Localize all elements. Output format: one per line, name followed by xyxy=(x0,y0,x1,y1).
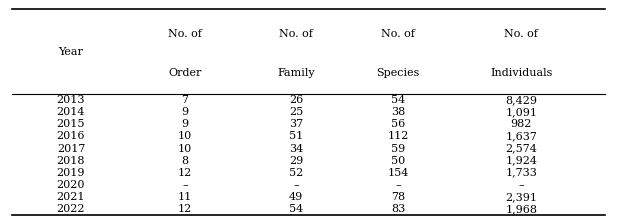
Text: 50: 50 xyxy=(391,156,405,166)
Text: No. of: No. of xyxy=(505,30,538,39)
Text: 2019: 2019 xyxy=(57,168,85,178)
Text: 8: 8 xyxy=(181,156,189,166)
Text: 154: 154 xyxy=(387,168,408,178)
Text: No. of: No. of xyxy=(381,30,415,39)
Text: No. of: No. of xyxy=(168,30,202,39)
Text: 83: 83 xyxy=(391,204,405,214)
Text: 1,968: 1,968 xyxy=(505,204,537,214)
Text: 54: 54 xyxy=(391,95,405,105)
Text: 112: 112 xyxy=(387,131,408,141)
Text: 1,733: 1,733 xyxy=(505,168,537,178)
Text: 11: 11 xyxy=(178,192,193,202)
Text: 56: 56 xyxy=(391,119,405,129)
Text: 9: 9 xyxy=(181,119,189,129)
Text: Family: Family xyxy=(278,68,315,78)
Text: 2,574: 2,574 xyxy=(505,144,537,153)
Text: 2022: 2022 xyxy=(57,204,85,214)
Text: 52: 52 xyxy=(289,168,304,178)
Text: 59: 59 xyxy=(391,144,405,153)
Text: –: – xyxy=(293,180,299,190)
Text: –: – xyxy=(395,180,401,190)
Text: 7: 7 xyxy=(181,95,189,105)
Text: 10: 10 xyxy=(178,131,193,141)
Text: Species: Species xyxy=(376,68,420,78)
Text: –: – xyxy=(182,180,188,190)
Text: –: – xyxy=(518,180,524,190)
Text: 38: 38 xyxy=(391,107,405,117)
Text: 51: 51 xyxy=(289,131,304,141)
Text: 2015: 2015 xyxy=(57,119,85,129)
Text: 29: 29 xyxy=(289,156,304,166)
Text: 2021: 2021 xyxy=(57,192,85,202)
Text: 12: 12 xyxy=(178,204,193,214)
Text: Individuals: Individuals xyxy=(490,68,553,78)
Text: 25: 25 xyxy=(289,107,304,117)
Text: 26: 26 xyxy=(289,95,304,105)
Text: 2016: 2016 xyxy=(57,131,85,141)
Text: 10: 10 xyxy=(178,144,193,153)
Text: 37: 37 xyxy=(289,119,303,129)
Text: 9: 9 xyxy=(181,107,189,117)
Text: 1,637: 1,637 xyxy=(505,131,537,141)
Text: 34: 34 xyxy=(289,144,304,153)
Text: 12: 12 xyxy=(178,168,193,178)
Text: 2,391: 2,391 xyxy=(505,192,537,202)
Text: Order: Order xyxy=(168,68,202,78)
Text: Year: Year xyxy=(59,47,83,56)
Text: 2017: 2017 xyxy=(57,144,85,153)
Text: 2020: 2020 xyxy=(57,180,85,190)
Text: 982: 982 xyxy=(511,119,532,129)
Text: 49: 49 xyxy=(289,192,304,202)
Text: 2014: 2014 xyxy=(57,107,85,117)
Text: No. of: No. of xyxy=(280,30,313,39)
Text: 8,429: 8,429 xyxy=(505,95,537,105)
Text: 78: 78 xyxy=(391,192,405,202)
Text: 2018: 2018 xyxy=(57,156,85,166)
Text: 1,091: 1,091 xyxy=(505,107,537,117)
Text: 54: 54 xyxy=(289,204,304,214)
Text: 1,924: 1,924 xyxy=(505,156,537,166)
Text: 2013: 2013 xyxy=(57,95,85,105)
